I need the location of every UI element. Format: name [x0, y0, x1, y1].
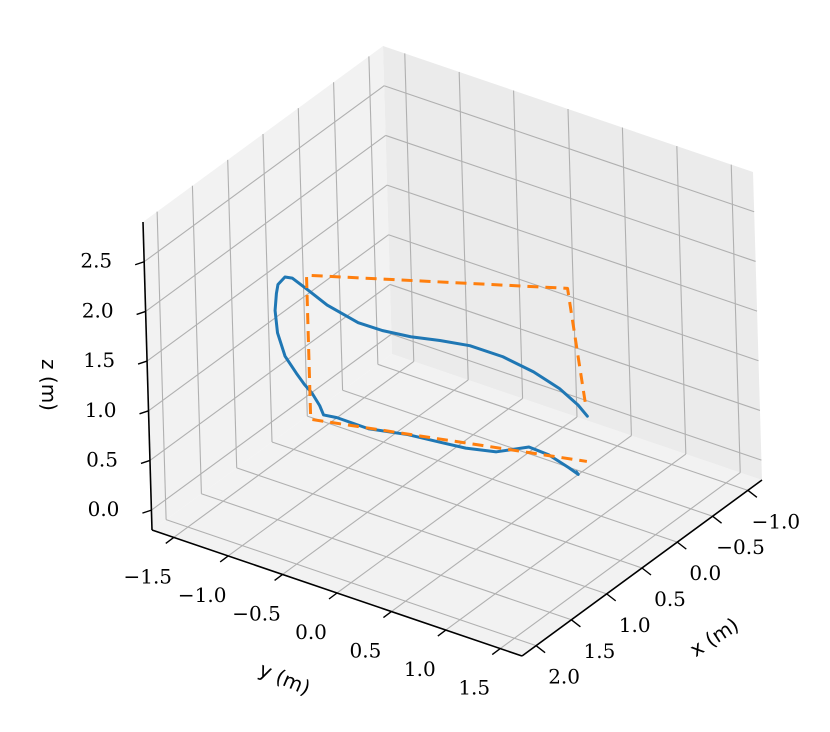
y-tick-mark: [219, 555, 229, 563]
y-tick-label: 0.5: [350, 639, 382, 663]
x-tick-mark: [747, 489, 758, 498]
x-tick-mark: [606, 593, 617, 602]
y-tick-mark: [274, 573, 284, 582]
z-axis-line: [142, 221, 153, 531]
z-tick-mark: [137, 360, 148, 365]
grid-line: [191, 185, 202, 494]
x-axis-label: x (m): [685, 613, 743, 662]
grid-line: [621, 127, 632, 436]
x-tick-label: −1.0: [752, 509, 801, 533]
x-tick-label: −0.5: [716, 535, 765, 559]
grid-line: [404, 53, 415, 362]
grid-line: [297, 108, 308, 417]
grid-line: [368, 56, 379, 365]
z-tick-mark: [139, 410, 149, 415]
tick-labels: −1.5−1.0−0.50.00.51.01.5−1.0−0.50.00.51.…: [80, 249, 800, 700]
grid-line: [149, 284, 391, 461]
grid-line: [143, 85, 385, 263]
z-tick-mark: [134, 261, 145, 266]
x-tick-mark: [641, 567, 652, 576]
grid-lines: [143, 53, 762, 650]
grid-line: [389, 283, 761, 411]
z-axis-label: z (m): [37, 359, 61, 411]
z-tick-mark: [140, 459, 151, 465]
grid-line: [262, 133, 273, 443]
grid-line: [391, 435, 632, 612]
y-tick-mark: [491, 648, 501, 656]
grid-line: [567, 108, 578, 418]
grid-line: [173, 360, 415, 538]
data-series: [273, 273, 589, 476]
grid-line: [386, 184, 758, 312]
grid-line: [282, 398, 523, 575]
grid-line: [146, 184, 388, 362]
grid-line: [676, 146, 687, 455]
grid-line: [458, 71, 469, 380]
z-tick-label: 0.0: [88, 497, 120, 521]
x-tick-label: 2.0: [548, 665, 580, 689]
x-tick-label: 0.5: [654, 587, 686, 611]
grid-line: [730, 164, 741, 473]
grid-line: [156, 211, 167, 520]
x-tick-label: 0.0: [689, 561, 721, 585]
grid-line: [336, 416, 578, 594]
y-tick-label: −1.0: [178, 583, 227, 607]
z-tick-label: 1.0: [85, 398, 117, 422]
x-tick-mark: [676, 541, 687, 550]
grid-line: [145, 134, 386, 312]
y-tick-label: −0.5: [232, 601, 281, 625]
y-tick-label: 1.0: [404, 657, 436, 681]
trajectory-line: [273, 275, 589, 476]
reference-path-line: [304, 273, 588, 463]
x-tick-label: 1.0: [619, 613, 651, 637]
grid-line: [333, 82, 344, 391]
x-tick-mark: [535, 645, 546, 654]
x-tick-mark: [712, 515, 723, 524]
grid-line: [513, 90, 524, 399]
y-axis-label: y (m): [256, 657, 314, 700]
grid-line: [227, 159, 238, 468]
y-tick-mark: [382, 610, 392, 619]
z-tick-label: 2.0: [82, 298, 114, 322]
x-tick-mark: [570, 619, 581, 628]
y-tick-label: 1.5: [458, 676, 490, 700]
grid-line: [148, 234, 389, 412]
grid-line: [383, 85, 755, 213]
z-tick-label: 0.5: [86, 447, 118, 471]
grid-line: [391, 333, 762, 461]
y-tick-label: −1.5: [123, 564, 172, 588]
z-tick-mark: [142, 509, 152, 514]
grid-line: [499, 472, 741, 650]
y-tick-mark: [437, 629, 447, 637]
y-tick-mark: [328, 592, 338, 600]
grid-line: [388, 234, 759, 362]
z-tick-label: 2.5: [80, 249, 112, 273]
z-tick-mark: [136, 310, 146, 316]
grid-line: [445, 453, 687, 631]
y-tick-label: 0.0: [295, 620, 327, 644]
y-tick-mark: [165, 536, 175, 544]
grid-line: [227, 379, 469, 557]
grid-line: [385, 134, 756, 262]
z-tick-label: 1.5: [83, 348, 115, 372]
x-tick-label: 1.5: [584, 639, 616, 663]
grid-line: [151, 333, 392, 511]
